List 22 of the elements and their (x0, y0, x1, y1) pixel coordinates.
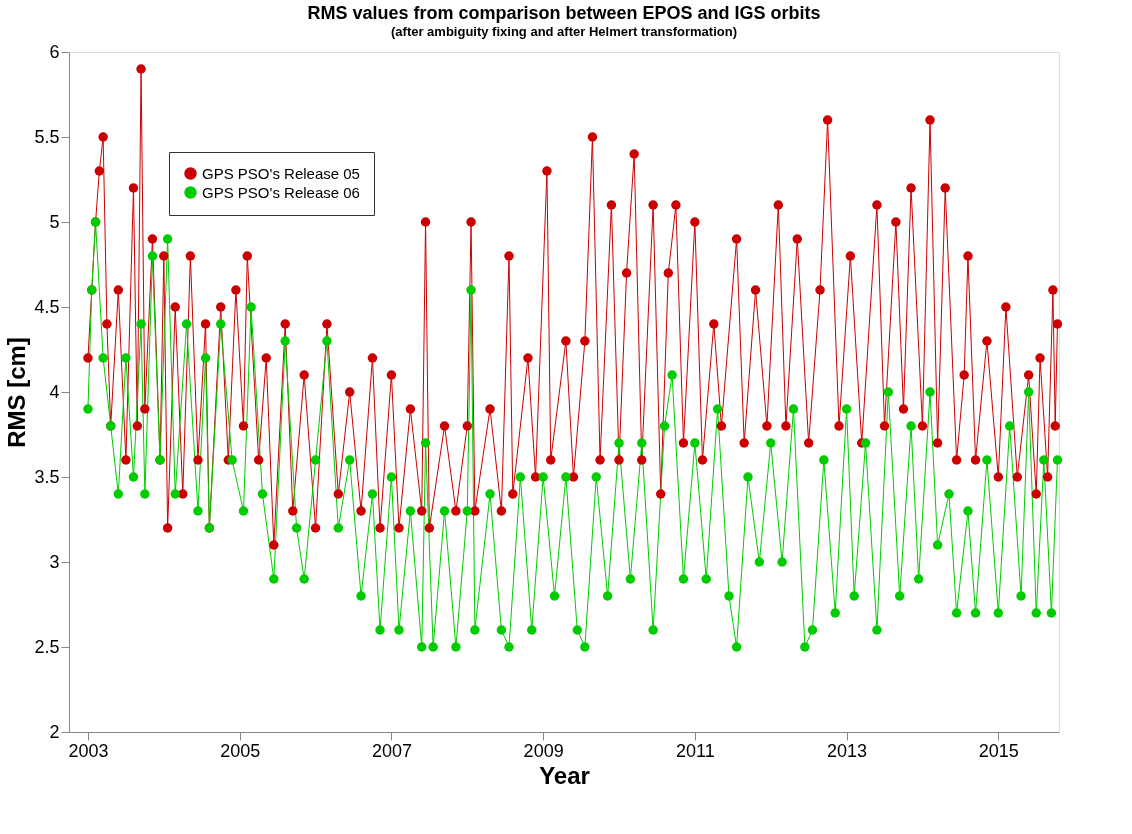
y-tick-label: 2.5 (34, 636, 60, 657)
y-tick-label: 2 (49, 721, 60, 742)
chart-subtitle: (after ambiguity fixing and after Helmert transformation) (391, 24, 737, 39)
x-tick-label: 2011 (676, 740, 715, 761)
x-tick-label: 2005 (220, 740, 261, 761)
y-tick-label: 4 (49, 381, 60, 402)
y-tick-label: 5 (49, 211, 60, 232)
y-tick-label: 3.5 (34, 466, 60, 487)
y-axis-title: RMS [cm] (3, 337, 31, 448)
y-tick-label: 4.5 (34, 296, 60, 317)
x-tick-label: 2003 (68, 740, 109, 761)
y-tick-label: 3 (49, 551, 60, 572)
legend-label: GPS PSO's Release 06 (202, 183, 360, 201)
y-tick-label: 6 (49, 41, 60, 62)
legend-label: GPS PSO's Release 05 (202, 164, 360, 182)
chart-title: RMS values from comparison between EPOS and IGS orbits (307, 3, 821, 23)
y-tick-label: 5.5 (34, 126, 60, 147)
x-axis-title: Year (539, 761, 590, 789)
x-tick-label: 2015 (978, 740, 1019, 761)
x-tick-label: 2009 (523, 740, 564, 761)
x-tick-label: 2007 (371, 740, 412, 761)
x-tick-label: 2013 (827, 740, 868, 761)
